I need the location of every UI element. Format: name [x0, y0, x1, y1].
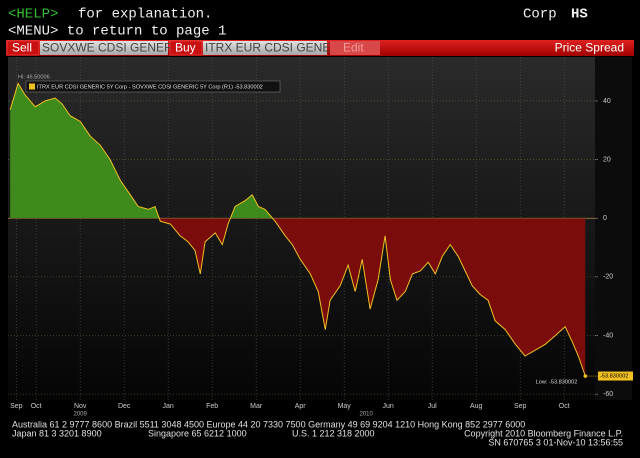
menu-line[interactable]: <MENU> to return to page 1: [8, 24, 226, 40]
x-tick-label: Sep: [514, 403, 527, 410]
y-tick-label: 0: [603, 215, 607, 222]
chart: Sep Oct Nov Dec Jan Feb Mar Apr May Jun Jul Aug Sep O…: [8, 57, 633, 418]
series-line: [9, 82, 586, 377]
help-key[interactable]: <HELP>: [8, 7, 58, 23]
year-label: 2009: [73, 412, 87, 418]
footer-japan: Japan 81 3 3201 8900: [12, 428, 102, 438]
footer-line-1: Australia 61 2 9777 8600 Brazil 5511 304…: [12, 419, 525, 429]
legend-swatch: [29, 83, 35, 90]
buy-security-field[interactable]: [203, 41, 327, 55]
edit-label: Edit: [343, 41, 364, 55]
x-tick-label: Jun: [383, 403, 394, 410]
x-tick-label: Dec: [118, 403, 131, 410]
x-tick-label: Apr: [295, 403, 307, 410]
year-label: 2010: [360, 412, 374, 418]
y-tick-label: -20: [603, 274, 613, 281]
mode-label[interactable]: Price Spread: [555, 41, 624, 55]
x-tick-label: May: [338, 403, 352, 410]
edit-button[interactable]: [330, 41, 380, 55]
footer-copyright: Copyright 2010 Bloomberg Finance L.P.: [464, 428, 623, 438]
footer-singapore: Singapore 65 6212 1000: [148, 428, 247, 438]
x-tick-label: Jan: [163, 403, 174, 410]
help-text: for explanation.: [78, 7, 212, 23]
sell-button[interactable]: [6, 40, 40, 56]
footer: Australia 61 2 9777 8600 Brazil 5511 304…: [12, 419, 623, 447]
x-tick-label: Jul: [428, 403, 437, 410]
area-negative: [159, 218, 586, 376]
x-tick-label: Nov: [74, 403, 87, 410]
last-value-box: [598, 371, 633, 381]
x-tick-label: Aug: [470, 403, 483, 410]
buy-label: Buy: [175, 41, 196, 55]
legend-text: ITRX EUR CDSI GENERIC 5Y Corp - SOVXWE C…: [37, 84, 263, 90]
sell-security: SOVXWE CDSI GENERI: [42, 41, 176, 55]
footer-serial: SN 670765 3 01-Nov-10 13:56:55: [488, 437, 623, 447]
header: <HELP> for explanation. <MENU> to return…: [8, 7, 588, 40]
area-positive: [10, 83, 586, 219]
function-code: HS: [571, 7, 588, 23]
footer-us: U.S. 1 212 318 2000: [292, 428, 375, 438]
buy-security: ITRX EUR CDSI GENE: [205, 41, 330, 55]
x-tick-label: Feb: [206, 403, 218, 410]
y-tick-label: 40: [603, 98, 611, 105]
x-tick-label: Oct: [559, 403, 570, 410]
y-tick-label: 20: [603, 156, 611, 163]
high-annotation: Hi: 46.50006: [18, 74, 50, 80]
buy-button[interactable]: [169, 40, 203, 56]
toolbar: Sell SOVXWE CDSI GENERI Buy ITRX EUR CDS…: [6, 40, 634, 56]
sell-label: Sell: [12, 41, 32, 55]
y-tick-label: -40: [603, 332, 613, 339]
sector: Corp: [523, 7, 557, 23]
legend-box: [25, 80, 281, 93]
x-tick-label: Sep: [10, 403, 23, 410]
x-tick-label: Oct: [31, 403, 42, 410]
low-annotation: Low: -53.830002: [536, 380, 578, 386]
x-tick-label: Mar: [250, 403, 263, 410]
last-value: -53.830002: [600, 374, 628, 380]
axis-panel: [595, 57, 632, 400]
sell-security-field[interactable]: [40, 41, 168, 55]
y-tick-label: -60: [603, 391, 613, 398]
